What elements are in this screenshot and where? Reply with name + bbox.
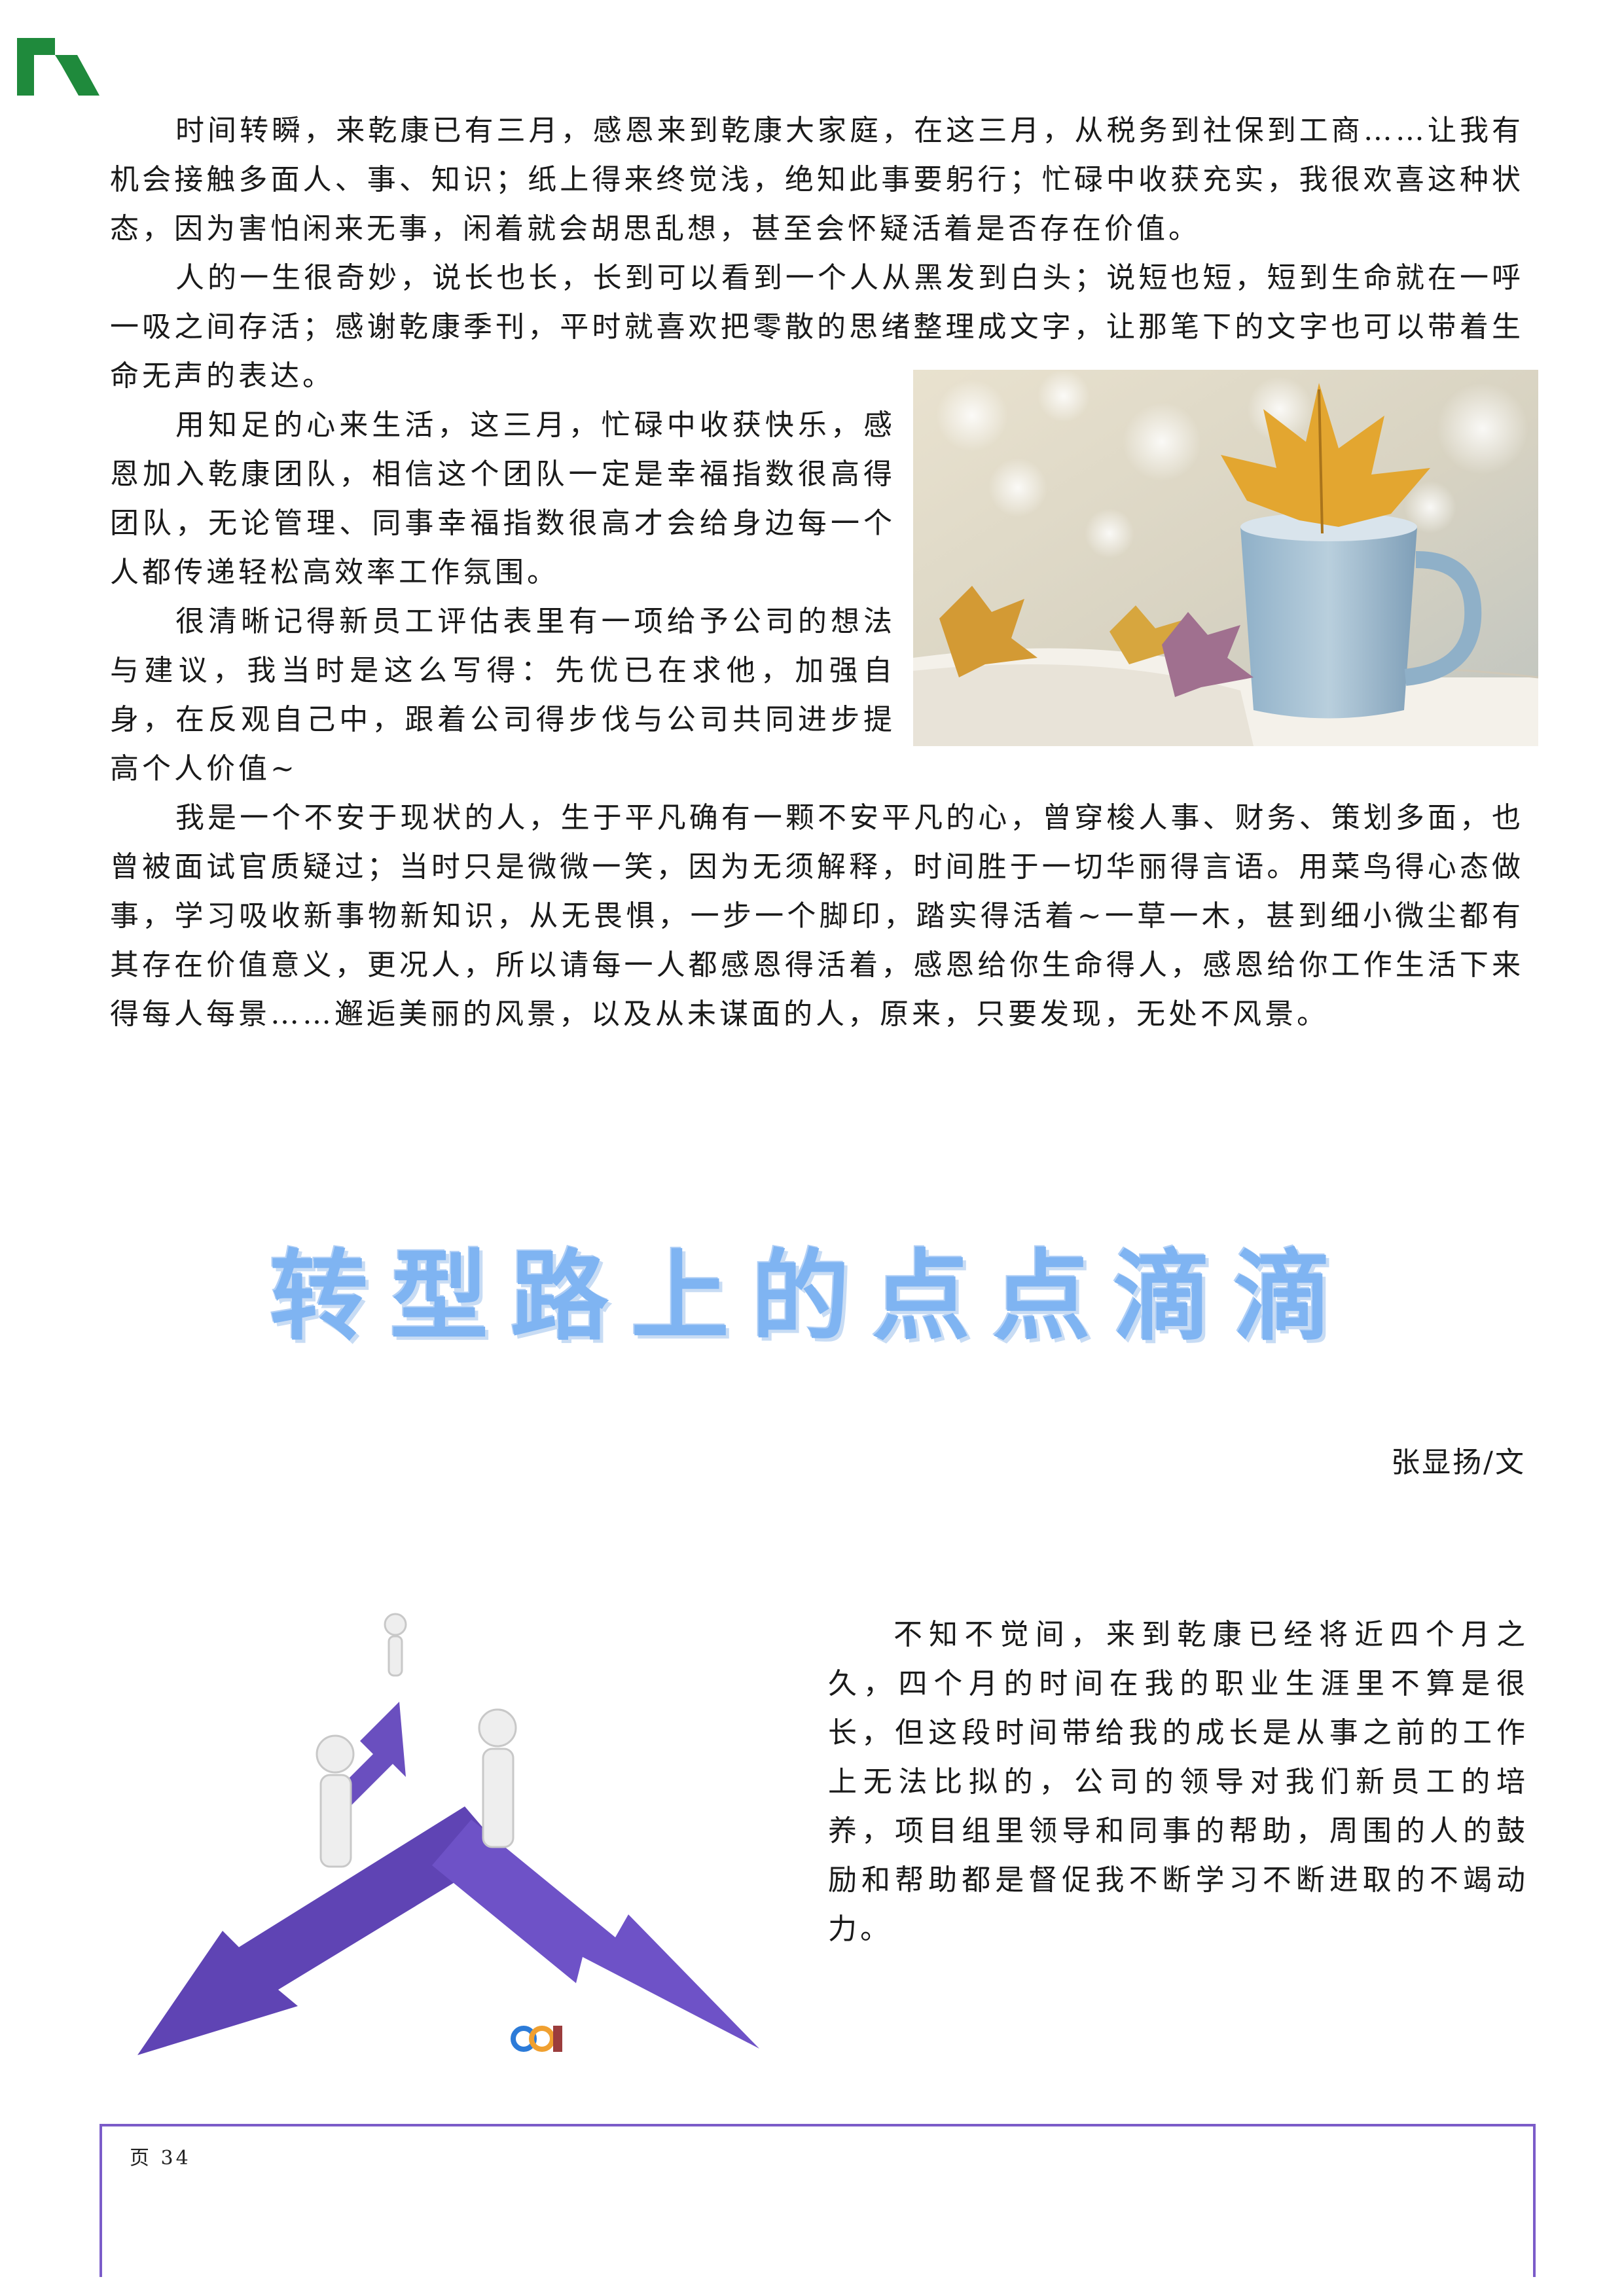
- autumn-leaf-mug-photo: [913, 370, 1538, 746]
- footer-frame: [99, 2124, 1536, 2277]
- article1-paragraph-4: 很清晰记得新员工评估表里有一项给予公司的想法与建议，我当时是这么写得：先优已在求…: [110, 605, 895, 785]
- page-number: 页 34: [130, 2147, 191, 2170]
- article1-paragraph-5: 我是一个不安于现状的人，生于平凡确有一颗不安平凡的心，曾穿梭人事、财务、策划多面…: [110, 801, 1524, 1031]
- article2-title: 转型路上的点点滴滴: [269, 1240, 1354, 1354]
- article1-paragraph-2: 人的一生很奇妙，说长也长，长到可以看到一个人从黑发到白头；说短也短，短到生命就在…: [110, 261, 1524, 393]
- crossroads-arrows-illustration: [124, 1590, 772, 2078]
- article2-paragraph-1: 不知不觉间，来到乾康已经将近四个月之久，四个月的时间在我的职业生涯里不算是很长，…: [828, 1618, 1528, 1946]
- article1-paragraph-3: 用知足的心来生活，这三月，忙碌中收获快乐，感恩加入乾康团队，相信这个团队一定是幸…: [110, 408, 895, 589]
- company-logo: [17, 38, 99, 96]
- article2-byline: 张显扬/文: [1391, 1446, 1526, 1479]
- article1-paragraph-1: 时间转瞬，来乾康已有三月，感恩来到乾康大家庭，在这三月，从税务到社保到工商……让…: [110, 114, 1524, 245]
